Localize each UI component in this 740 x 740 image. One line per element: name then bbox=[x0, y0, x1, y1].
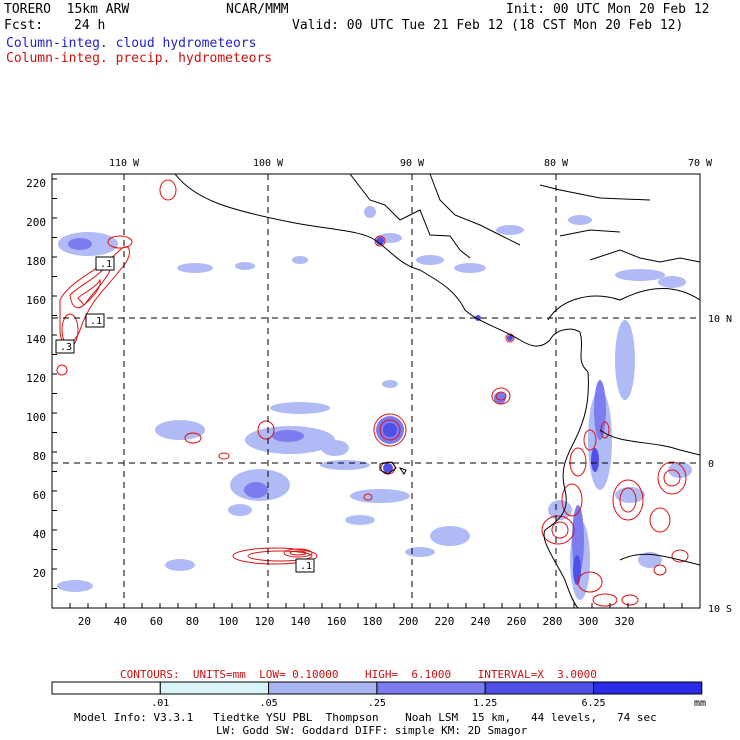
colorbar-swatch bbox=[484, 681, 595, 695]
forecast-hour: 24 h bbox=[74, 18, 106, 33]
lat-label: 10 S bbox=[708, 604, 732, 615]
x-tick-label: 40 bbox=[114, 615, 127, 628]
colorbar-label: .01 bbox=[151, 698, 169, 709]
x-tick-labels: 20 40 60 80 100 120 140 160 180 200 220 240 260 280 30… bbox=[78, 615, 635, 628]
colorbar-swatch bbox=[593, 681, 703, 695]
y-tick-label: 40 bbox=[33, 528, 46, 541]
x-tick-label: 240 bbox=[470, 615, 490, 628]
x-tick-label: 180 bbox=[362, 615, 382, 628]
contour-label: .1 bbox=[90, 316, 102, 327]
x-tick-label: 140 bbox=[290, 615, 310, 628]
y-tick-label: 80 bbox=[33, 450, 46, 463]
longitude-labels: 110 W 100 W 90 W 80 W 70 W bbox=[109, 158, 713, 169]
x-tick-label: 60 bbox=[150, 615, 163, 628]
x-tick-label: 280 bbox=[542, 615, 562, 628]
y-tick-label: 20 bbox=[33, 567, 46, 580]
contour-label: .1 bbox=[300, 561, 312, 572]
model-info: Model Info: V3.3.1 Tiedtke YSU PBL Thomp… bbox=[74, 711, 657, 724]
model-title: TORERO 15km ARW bbox=[4, 2, 130, 17]
axis-ticks bbox=[51, 178, 701, 609]
y-tick-label: 140 bbox=[26, 333, 46, 346]
y-tick-label: 100 bbox=[26, 411, 46, 424]
lon-label: 110 W bbox=[109, 158, 140, 169]
y-tick-label: 60 bbox=[33, 489, 46, 502]
y-tick-label: 120 bbox=[26, 372, 46, 385]
colorbar-swatch bbox=[376, 681, 486, 695]
lat-lon-grid bbox=[52, 174, 700, 608]
colorbar-label: .05 bbox=[260, 698, 278, 709]
y-tick-label: 180 bbox=[26, 255, 46, 268]
x-tick-label: 200 bbox=[398, 615, 418, 628]
x-tick-label: 80 bbox=[186, 615, 199, 628]
x-tick-label: 300 bbox=[578, 615, 598, 628]
colorbar-label: 1.25 bbox=[473, 698, 497, 709]
lon-label: 70 W bbox=[688, 158, 713, 169]
contour-label: .1 bbox=[100, 259, 112, 270]
lat-label: 0 bbox=[708, 459, 714, 470]
cloud-field-title: Column-integ. cloud hydrometeors bbox=[6, 36, 257, 51]
lon-label: 100 W bbox=[253, 158, 284, 169]
colorbar-swatch bbox=[159, 681, 270, 695]
contour-label: .3 bbox=[60, 342, 72, 353]
x-tick-label: 100 bbox=[218, 615, 238, 628]
x-tick-label: 120 bbox=[254, 615, 274, 628]
x-tick-label: 20 bbox=[78, 615, 91, 628]
colorbar-label: .25 bbox=[368, 698, 386, 709]
lon-label: 80 W bbox=[544, 158, 569, 169]
x-tick-label: 160 bbox=[326, 615, 346, 628]
colorbar-labels: .01 .05 .25 1.25 6.25 bbox=[151, 698, 605, 709]
x-tick-label: 320 bbox=[614, 615, 634, 628]
lat-label: 10 N bbox=[708, 314, 732, 325]
center-label: NCAR/MMM bbox=[226, 2, 289, 17]
y-tick-labels: 220 200 180 160 140 120 100 80 60 40 20 bbox=[26, 177, 46, 580]
y-tick-label: 220 bbox=[26, 177, 46, 190]
colorbar-label: 6.25 bbox=[581, 698, 605, 709]
colorbar-units: mm bbox=[694, 698, 706, 709]
contour-info: CONTOURS: UNITS=mm LOW= 0.10000 HIGH= 6.… bbox=[120, 668, 597, 681]
lon-label: 90 W bbox=[400, 158, 425, 169]
cloud-shading-layer bbox=[56, 174, 700, 608]
colorbar-swatch bbox=[268, 681, 378, 695]
valid-time: Valid: 00 UTC Tue 21 Feb 12 (18 CST Mon … bbox=[292, 18, 684, 33]
contour-labels: .1 .1 .3 .1 bbox=[55, 256, 315, 573]
init-time: Init: 00 UTC Mon 20 Feb 12 bbox=[506, 2, 710, 17]
x-tick-label: 260 bbox=[506, 615, 526, 628]
y-tick-label: 160 bbox=[26, 294, 46, 307]
colorbar-swatch bbox=[51, 681, 161, 695]
precip-field-title: Column-integ. precip. hydrometeors bbox=[6, 51, 273, 66]
latitude-labels: 10 N 0 10 S bbox=[708, 314, 732, 615]
physics-info: LW: Godd SW: Goddard DIFF: simple KM: 2D… bbox=[216, 724, 528, 737]
colorbar bbox=[51, 681, 703, 695]
y-tick-label: 200 bbox=[26, 216, 46, 229]
forecast-label: Fcst: bbox=[4, 18, 44, 33]
x-tick-label: 220 bbox=[434, 615, 454, 628]
